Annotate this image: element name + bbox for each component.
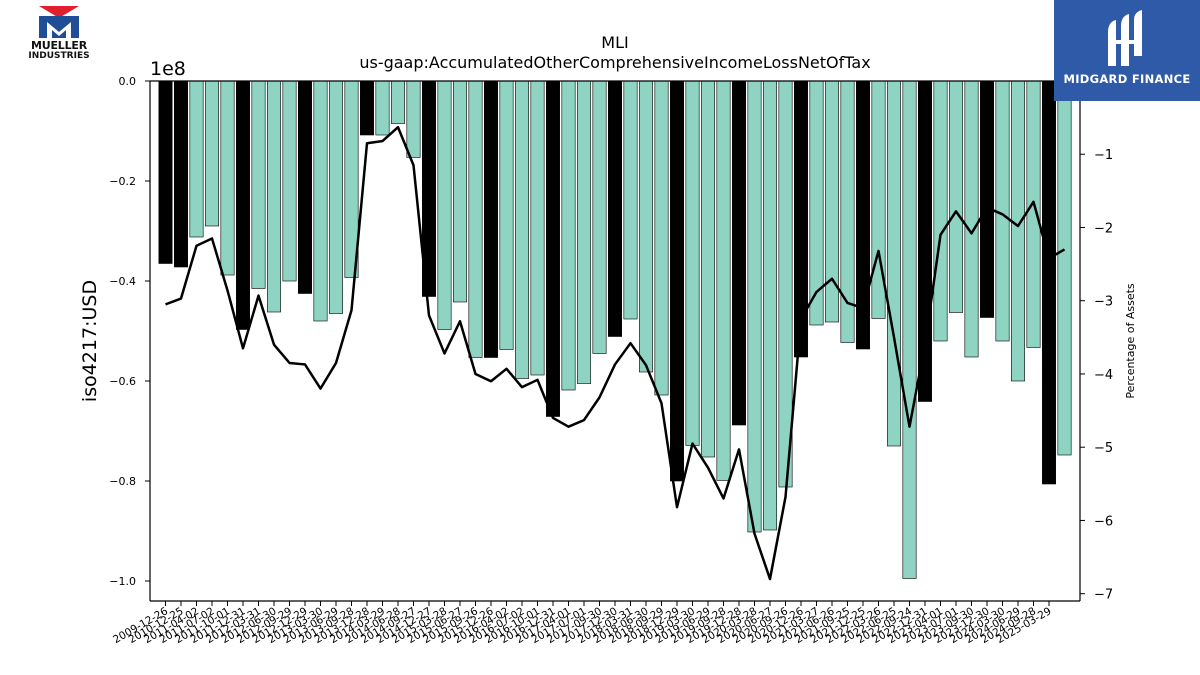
bar	[329, 80, 343, 314]
bar	[468, 80, 483, 358]
bar	[391, 80, 405, 124]
bar	[546, 80, 560, 417]
y-axis-label: iso4217:USD	[79, 280, 101, 402]
bar	[174, 80, 188, 268]
bar	[1057, 80, 1072, 456]
bar	[236, 80, 250, 330]
bar	[716, 80, 731, 481]
y2-tick-label: −6	[1094, 514, 1113, 529]
chart-subtitle: us-gaap:AccumulatedOtherComprehensiveInc…	[359, 53, 870, 72]
bar	[561, 80, 576, 391]
y2-axis-ticks: −1 −2 −3 −4 −5 −6 −7	[1080, 148, 1113, 603]
y2-tick-label: −7	[1094, 588, 1113, 603]
bar	[267, 80, 281, 313]
bar	[654, 80, 669, 396]
bar	[282, 80, 297, 282]
midgard-finance-logo: MIDGARD FINANCE	[1054, 0, 1200, 101]
bar	[778, 80, 793, 488]
bar	[298, 80, 312, 294]
y2-tick-label: −5	[1094, 441, 1113, 456]
bar	[251, 80, 266, 289]
y-tick-label: −1.0	[109, 575, 136, 588]
bar	[515, 80, 529, 379]
bar	[887, 80, 901, 447]
mueller-logo-sub: INDUSTRIES	[28, 51, 90, 61]
bar-series	[158, 80, 1072, 579]
bar	[639, 80, 653, 373]
mueller-logo: MUELLER INDUSTRIES	[18, 6, 100, 61]
midgard-logo-text: MIDGARD FINANCE	[1063, 72, 1191, 86]
y-tick-label: 0.0	[119, 75, 137, 88]
bar	[313, 80, 328, 322]
bar	[406, 80, 421, 158]
bar	[933, 80, 948, 342]
bar	[794, 80, 808, 358]
x-axis-ticks: 2009-12-262010-12-252011-04-022011-07-02…	[111, 601, 1054, 646]
bar	[592, 80, 607, 354]
bar	[701, 80, 715, 458]
bar	[220, 80, 235, 276]
mueller-logo-mark	[39, 6, 79, 38]
bar	[623, 80, 638, 320]
chart-title: MLI	[601, 33, 628, 52]
bar	[670, 80, 684, 482]
bar	[189, 80, 204, 238]
bar	[499, 80, 514, 350]
bar	[375, 80, 390, 136]
line-series	[165, 125, 1066, 581]
y-tick-label: −0.8	[109, 475, 136, 488]
bar	[577, 80, 591, 384]
bar	[360, 80, 374, 136]
bar	[763, 80, 777, 531]
bar	[747, 80, 762, 533]
y-axis-ticks: 0.0 −0.2 −0.4 −0.6 −0.8 −1.0	[109, 75, 150, 588]
midgard-logo-mark	[1108, 10, 1142, 66]
bar	[949, 80, 963, 313]
bar	[964, 80, 979, 358]
bar	[608, 80, 622, 337]
bar	[453, 80, 467, 303]
percentage-line	[165, 125, 1066, 581]
y-tick-label: −0.2	[109, 175, 136, 188]
bar	[902, 80, 917, 579]
y-tick-label: −0.4	[109, 275, 136, 288]
mueller-logo-name: MUELLER	[31, 39, 87, 52]
bar	[1042, 80, 1056, 485]
y2-tick-label: −3	[1094, 295, 1113, 310]
y2-tick-label: −2	[1094, 221, 1113, 236]
bar	[732, 80, 746, 426]
bar	[484, 80, 498, 358]
y2-tick-label: −4	[1094, 368, 1113, 383]
y2-tick-label: −1	[1094, 148, 1113, 163]
bar	[1011, 80, 1025, 382]
bar	[437, 80, 452, 330]
y2-axis-label: Percentage of Assets	[1124, 283, 1137, 399]
bar	[530, 80, 545, 376]
bar	[918, 80, 932, 402]
y-tick-label: −0.6	[109, 375, 136, 388]
bar	[980, 80, 994, 318]
bar	[205, 80, 219, 227]
y-offset-label: 1e8	[150, 58, 186, 80]
bar	[685, 80, 700, 446]
bar	[158, 80, 173, 264]
